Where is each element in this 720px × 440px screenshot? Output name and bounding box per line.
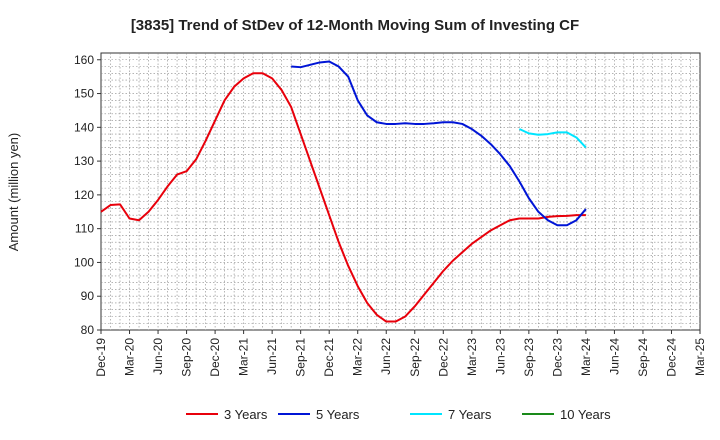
legend-label: 3 Years	[224, 407, 268, 422]
series-line-5-years	[291, 60, 587, 227]
plot-area: 80 90 100 110 120 130 140 150 160 Dec-19 Mar-20 Jun…	[74, 52, 707, 377]
x-tick-label: Mar-24	[579, 338, 593, 376]
x-tick-label: Sep-21	[294, 338, 308, 377]
x-tick-label: Dec-19	[94, 338, 108, 377]
y-tick-label: 120	[74, 188, 94, 202]
legend-label: 5 Years	[316, 407, 360, 422]
plot-frame	[100, 52, 701, 331]
x-tick-label: Dec-20	[208, 338, 222, 377]
x-tick-label: Jun-20	[151, 338, 165, 375]
x-tick-label: Dec-24	[664, 338, 678, 377]
y-tick-label: 150	[74, 87, 94, 101]
x-tick-label: Mar-20	[123, 338, 137, 376]
x-tick-label: Mar-21	[237, 338, 251, 376]
x-tick-label: Jun-22	[379, 338, 393, 375]
x-tick-label: Jun-21	[265, 338, 279, 375]
x-tick-label: Sep-24	[636, 338, 650, 377]
legend: 3 Years 5 Years 7 Years 10 Years	[186, 407, 611, 422]
y-axis-label: Amount (million yen)	[6, 133, 21, 252]
y-tick-label: 110	[75, 222, 94, 236]
x-tick-label: Sep-20	[180, 338, 194, 377]
y-tick-label: 90	[81, 289, 95, 303]
series-line-7-years	[518, 128, 587, 149]
legend-label: 10 Years	[560, 407, 611, 422]
x-tick-label: Jun-23	[493, 338, 507, 375]
y-tick-label: 160	[74, 53, 94, 67]
x-tick-label: Sep-22	[408, 338, 422, 377]
series-line-3-years	[100, 72, 586, 323]
x-tick-label: Dec-22	[436, 338, 450, 377]
x-tick-label: Dec-21	[322, 338, 336, 377]
chart-title: [3835] Trend of StDev of 12-Month Moving…	[131, 17, 579, 34]
x-tick-label: Mar-22	[351, 338, 365, 376]
x-tick-label: Dec-23	[550, 338, 564, 377]
y-tick-label: 140	[74, 120, 94, 134]
x-tick-label: Sep-23	[522, 338, 536, 377]
y-tick-label: 130	[74, 154, 94, 168]
x-tick-label: Mar-25	[693, 338, 707, 376]
y-tick-label: 80	[81, 323, 95, 337]
x-tick-label: Jun-24	[607, 338, 621, 375]
y-tick-label: 100	[74, 255, 94, 269]
legend-label: 7 Years	[448, 407, 492, 422]
x-tick-label: Mar-23	[465, 338, 479, 376]
